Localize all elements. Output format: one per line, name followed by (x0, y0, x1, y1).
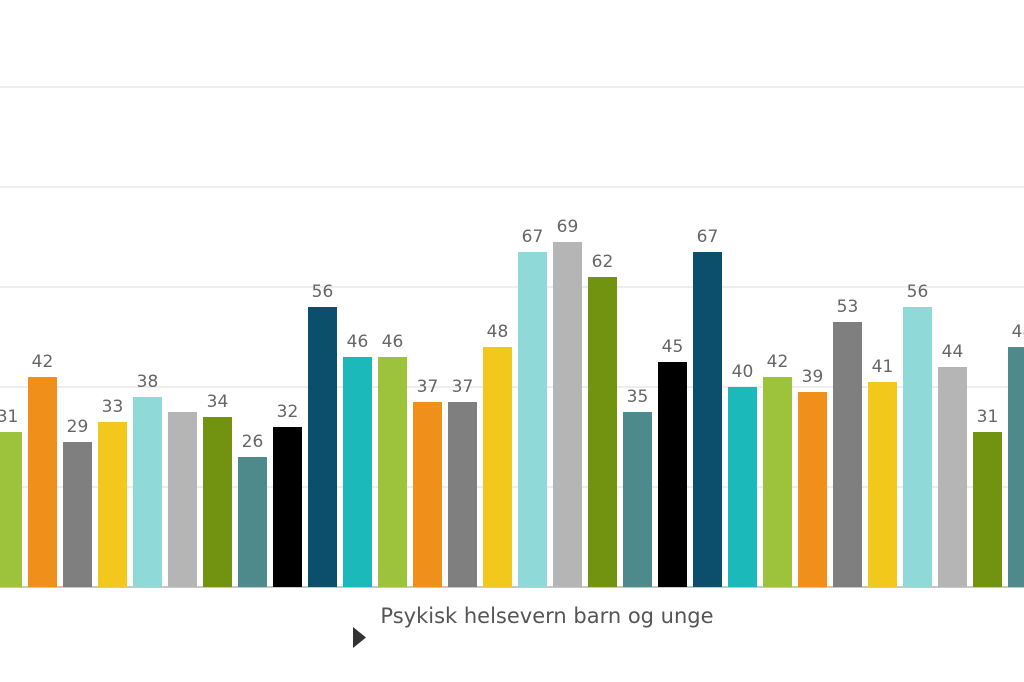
data-label: 48 (487, 322, 509, 342)
data-label: 40 (732, 362, 754, 382)
bar (133, 397, 162, 587)
data-label: 34 (207, 392, 229, 412)
data-label: 41 (872, 357, 894, 377)
data-label: 33 (102, 397, 124, 417)
bar (378, 357, 407, 587)
data-label: 31 (0, 407, 18, 427)
data-label: 37 (417, 377, 439, 397)
bar (518, 252, 547, 587)
bar (693, 252, 722, 587)
data-label: 46 (382, 332, 404, 352)
data-label: 67 (697, 227, 719, 247)
data-label: 56 (907, 282, 929, 302)
bar (553, 242, 582, 587)
data-label: 48 (1012, 322, 1024, 342)
bar (798, 392, 827, 587)
bar (588, 277, 617, 587)
bar (658, 362, 687, 587)
data-label: 37 (452, 377, 474, 397)
bar (448, 402, 477, 587)
data-label: 38 (137, 372, 159, 392)
bar (938, 367, 967, 587)
bar (273, 427, 302, 587)
data-label: 29 (67, 417, 89, 437)
data-label: 26 (242, 432, 264, 452)
bar (168, 412, 197, 587)
data-label: 44 (942, 342, 964, 362)
data-label: 42 (767, 352, 789, 372)
bar (238, 457, 267, 587)
data-label: 56 (312, 282, 334, 302)
data-label: 31 (977, 407, 999, 427)
bar (763, 377, 792, 587)
category-label[interactable]: Psykisk helsevern barn og unge (380, 604, 714, 628)
data-label: 62 (592, 252, 614, 272)
bar (98, 422, 127, 587)
bar (28, 377, 57, 587)
bar (623, 412, 652, 587)
data-label: 32 (277, 402, 299, 422)
bar (343, 357, 372, 587)
data-label: 69 (557, 217, 579, 237)
bar (203, 417, 232, 587)
bar (1008, 347, 1024, 587)
data-label: 53 (837, 297, 859, 317)
bar (973, 432, 1002, 587)
data-label: 45 (662, 337, 684, 357)
bar (868, 382, 897, 587)
bar (833, 322, 862, 587)
bar (413, 402, 442, 587)
bar (483, 347, 512, 587)
data-label: 39 (802, 367, 824, 387)
data-label: 67 (522, 227, 544, 247)
data-label: 42 (32, 352, 54, 372)
expand-icon[interactable] (353, 627, 366, 648)
data-label: 35 (627, 387, 649, 407)
data-label: 46 (347, 332, 369, 352)
bar (308, 307, 337, 587)
bar (728, 387, 757, 587)
bar (63, 442, 92, 587)
bar (903, 307, 932, 587)
bar (0, 432, 22, 587)
